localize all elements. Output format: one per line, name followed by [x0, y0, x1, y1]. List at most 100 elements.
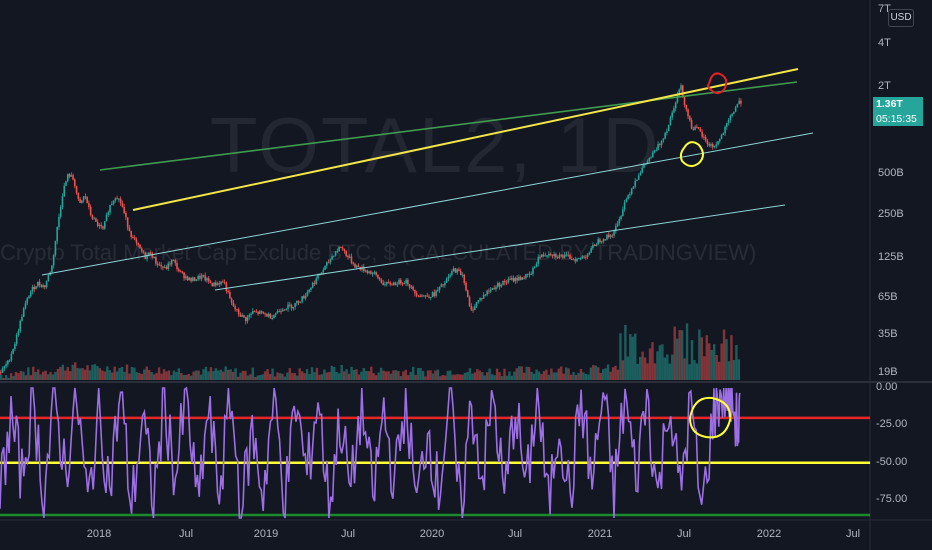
price-candle: [105, 214, 108, 222]
price-candle: [703, 136, 705, 138]
price-candle: [248, 315, 251, 317]
price-candle: [283, 309, 286, 311]
volume-bar: [74, 362, 77, 380]
volume-bar: [278, 373, 282, 380]
price-candle: [204, 275, 207, 281]
volume-bar: [234, 368, 237, 380]
price-candle: [595, 244, 598, 246]
price-candle: [313, 282, 316, 284]
price-candle: [17, 331, 20, 336]
price-candle: [264, 313, 266, 315]
volume-bar: [374, 375, 378, 380]
bar-countdown-label: 05:15:35: [873, 112, 923, 126]
volume-bar: [197, 370, 200, 380]
price-candle: [623, 202, 626, 210]
volume-bar: [560, 366, 563, 380]
volume-bar: [648, 348, 652, 380]
volume-bar: [367, 371, 370, 380]
price-candle: [40, 285, 43, 287]
price-candle: [385, 282, 388, 285]
price-candle: [454, 268, 457, 273]
price-candle: [546, 255, 548, 257]
volume-bar: [584, 373, 588, 380]
volume-bar: [303, 373, 306, 380]
price-candle: [158, 264, 161, 266]
volume-bar: [7, 378, 10, 380]
price-candle: [615, 226, 617, 232]
price-candle: [579, 257, 582, 259]
channel-line-upper: [41, 132, 814, 276]
volume-bar: [710, 349, 713, 380]
price-candle: [345, 251, 347, 257]
time-tick-label: Jul: [340, 528, 356, 540]
price-candle: [636, 179, 638, 181]
price-candle: [511, 278, 513, 280]
price-candle: [329, 259, 332, 263]
volume-bar: [236, 376, 240, 380]
volume-bar: [125, 364, 129, 380]
price-candle: [0, 372, 2, 374]
price-candle: [119, 198, 122, 204]
volume-bar: [722, 329, 726, 380]
price-candle: [606, 234, 608, 240]
price-candle: [197, 276, 199, 280]
price-candle: [169, 263, 171, 265]
price-candle: [364, 270, 367, 272]
price-candle: [183, 272, 185, 279]
price-candle: [653, 150, 656, 153]
volume-bar: [668, 363, 671, 380]
volume-bar: [606, 364, 610, 380]
price-candle: [352, 262, 355, 264]
currency-button[interactable]: USD: [888, 9, 914, 27]
volume-bar: [259, 374, 262, 380]
volume-bar: [187, 374, 190, 380]
price-candle: [731, 113, 733, 116]
volume-bar: [254, 376, 257, 380]
price-candle: [253, 311, 256, 313]
price-candle: [488, 290, 490, 292]
price-candle: [461, 274, 464, 276]
price-candle: [251, 311, 254, 314]
volume-bar: [436, 369, 440, 380]
volume-bar: [653, 363, 657, 380]
price-candle: [555, 254, 557, 258]
volume-bar: [510, 375, 514, 380]
volume-bar: [17, 373, 20, 380]
price-candle: [355, 265, 358, 268]
volume-bar: [419, 368, 422, 380]
volume-bar: [123, 371, 126, 380]
volume-bar: [444, 375, 447, 380]
volume-bar: [411, 366, 415, 380]
volume-bar: [483, 375, 486, 380]
volume-bar: [527, 367, 531, 380]
price-candle: [451, 271, 453, 275]
price-candle: [722, 133, 725, 135]
price-candle: [15, 335, 18, 344]
volume-bar: [330, 365, 333, 380]
volume-bar: [695, 363, 699, 380]
volume-bar: [133, 367, 136, 380]
price-candle: [553, 254, 555, 257]
volume-bar: [493, 375, 496, 380]
volume-bar: [291, 372, 294, 380]
volume-bar: [530, 371, 533, 380]
price-candle: [556, 257, 559, 259]
volume-bar: [382, 370, 385, 380]
volume-bar: [140, 373, 144, 380]
volume-bar: [708, 343, 711, 380]
price-candle: [509, 278, 511, 280]
volume-bar: [320, 374, 324, 380]
price-candle: [91, 215, 94, 219]
volume-bar: [611, 367, 615, 380]
volume-bar: [283, 376, 287, 380]
price-candle: [577, 258, 580, 260]
price-candle: [613, 231, 615, 236]
volume-bar: [231, 371, 235, 380]
price-candle: [563, 254, 566, 258]
price-candle: [657, 143, 659, 151]
price-candle: [21, 316, 23, 321]
price-candle: [530, 273, 533, 275]
price-candle: [278, 311, 281, 313]
